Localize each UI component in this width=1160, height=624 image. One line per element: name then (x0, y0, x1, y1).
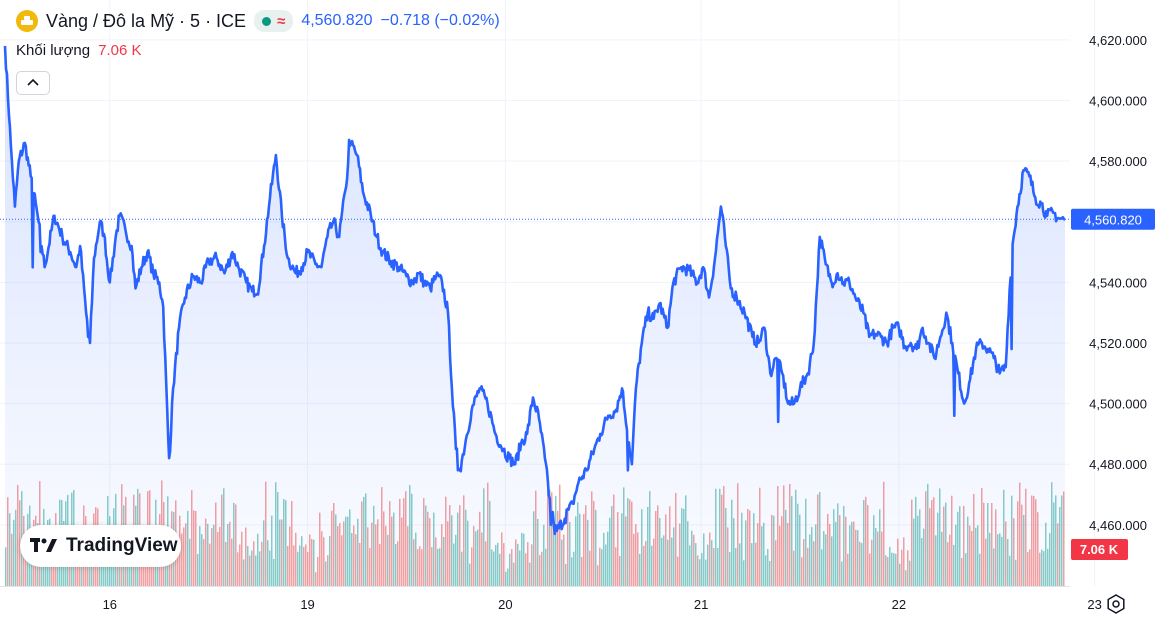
collapse-legend-button[interactable] (16, 71, 50, 95)
x-tick-label: 23 (1087, 597, 1101, 612)
x-tick-label: 22 (892, 597, 906, 612)
x-tick-label: 21 (694, 597, 708, 612)
y-tick-label: 4,600.000 (1089, 94, 1147, 109)
price-area (5, 45, 1065, 586)
chart-header: Vàng / Đô la Mỹ · 5 · ICE ≈ 4,560.820 −0… (16, 9, 500, 33)
y-tick-label: 4,520.000 (1089, 336, 1147, 351)
x-tick-label: 19 (300, 597, 314, 612)
delayed-data-icon: ≈ (277, 12, 286, 30)
chart-settings-gear-icon[interactable] (1105, 593, 1127, 615)
volume-label: Khối lượng (16, 42, 91, 59)
gold-coin-icon (16, 10, 38, 32)
tradingview-logo-icon (30, 538, 57, 552)
x-tick-label: 20 (498, 597, 512, 612)
x-tick-label: 16 (103, 597, 117, 612)
volume-tag-text: 7.06 K (1080, 542, 1119, 557)
volume-tag: 7.06 K (1071, 539, 1128, 560)
last-price: 4,560.820 (301, 12, 373, 29)
last-price-tag: 4,560.820 (1071, 208, 1155, 230)
tradingview-logo-text: TradingView (66, 535, 178, 556)
y-tick-label: 4,620.000 (1089, 33, 1147, 48)
volume-legend: Khối lượng 7.06 K (16, 42, 141, 59)
market-status-badge[interactable]: ≈ (254, 10, 294, 32)
chevron-up-icon (27, 78, 39, 86)
symbol-title[interactable]: Vàng / Đô la Mỹ · 5 · ICE (46, 10, 247, 31)
volume-tag-bg (1071, 539, 1128, 560)
price-line (3, 45, 1066, 536)
tradingview-logo[interactable]: TradingView (20, 525, 181, 567)
last-price-tag-text: 4,560.820 (1084, 212, 1142, 227)
volume-value: 7.06 K (98, 42, 142, 59)
market-open-dot-icon (262, 16, 272, 26)
price-change: −0.718 (−0.02%) (380, 12, 500, 29)
y-tick-label: 4,460.000 (1089, 518, 1147, 533)
y-tick-label: 4,540.000 (1089, 275, 1147, 290)
last-price-tag-bg (1071, 208, 1155, 230)
y-tick-label: 4,500.000 (1089, 397, 1147, 412)
y-tick-label: 4,580.000 (1089, 154, 1147, 169)
y-tick-label: 4,480.000 (1089, 457, 1147, 472)
